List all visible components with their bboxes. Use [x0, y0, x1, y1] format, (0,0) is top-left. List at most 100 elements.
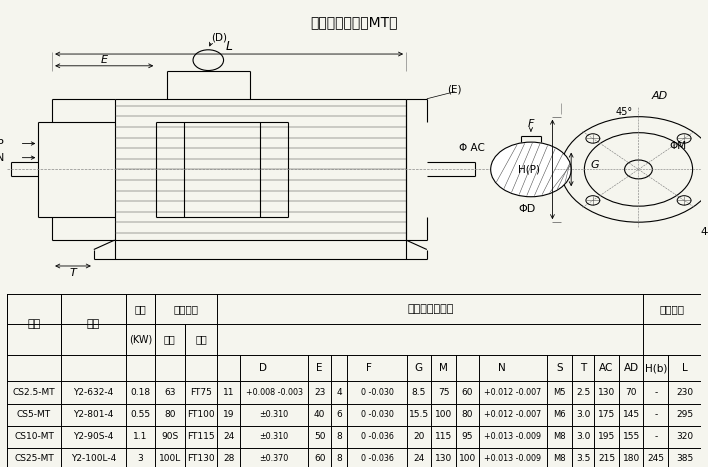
Text: E: E: [101, 55, 108, 64]
Text: 功率: 功率: [135, 304, 147, 314]
Text: CS5-MT: CS5-MT: [17, 410, 51, 419]
Text: +0.012 -0.007: +0.012 -0.007: [484, 388, 542, 397]
Text: 40: 40: [314, 410, 326, 419]
Text: AC: AC: [600, 363, 614, 373]
Text: 凸缘: 凸缘: [195, 334, 207, 345]
Text: 24: 24: [413, 454, 425, 463]
Text: 95: 95: [462, 432, 473, 441]
Circle shape: [491, 142, 571, 197]
Text: 130: 130: [598, 388, 615, 397]
Text: M: M: [439, 363, 448, 373]
Text: 外形特征: 外形特征: [173, 304, 199, 314]
Text: 0 -0.030: 0 -0.030: [360, 388, 394, 397]
Text: 45°: 45°: [616, 107, 633, 117]
Text: M6: M6: [553, 410, 566, 419]
Text: L: L: [226, 41, 233, 53]
Text: 3.5: 3.5: [576, 454, 590, 463]
Text: 80: 80: [164, 410, 176, 419]
Text: 100: 100: [459, 454, 476, 463]
Text: 8.5: 8.5: [412, 388, 426, 397]
Text: 70: 70: [625, 388, 637, 397]
Text: Y2-632-4: Y2-632-4: [74, 388, 114, 397]
Text: 80: 80: [462, 410, 473, 419]
Text: FT115: FT115: [187, 432, 215, 441]
Text: +0.008 -0.003: +0.008 -0.003: [246, 388, 303, 397]
Text: 155: 155: [622, 432, 640, 441]
Text: 2.5: 2.5: [576, 388, 590, 397]
Text: 115: 115: [435, 432, 452, 441]
Text: N: N: [498, 363, 506, 373]
Text: 60: 60: [462, 388, 473, 397]
Text: ±0.310: ±0.310: [260, 432, 289, 441]
Text: 0 -0.030: 0 -0.030: [360, 410, 394, 419]
Text: 100L: 100L: [159, 454, 181, 463]
Text: L: L: [682, 363, 687, 373]
Text: 195: 195: [598, 432, 615, 441]
Text: 4: 4: [336, 388, 342, 397]
Text: (E): (E): [447, 85, 462, 94]
Text: M8: M8: [553, 432, 566, 441]
Text: -: -: [654, 432, 658, 441]
Text: M5: M5: [553, 388, 566, 397]
Text: 23: 23: [314, 388, 326, 397]
Text: 75: 75: [438, 388, 450, 397]
Text: 安装尺寸及公差: 安装尺寸及公差: [407, 304, 454, 314]
Text: 60: 60: [314, 454, 326, 463]
Text: Y2-90S-4: Y2-90S-4: [74, 432, 114, 441]
Text: T: T: [69, 268, 76, 278]
Text: 型号: 型号: [28, 319, 40, 329]
Text: Y2-801-4: Y2-801-4: [74, 410, 114, 419]
Text: ±0.310: ±0.310: [260, 410, 289, 419]
Text: H(b): H(b): [644, 363, 667, 373]
Text: -: -: [654, 388, 658, 397]
Text: S: S: [556, 363, 563, 373]
Text: Φ P: Φ P: [0, 139, 4, 149]
Text: 230: 230: [676, 388, 693, 397]
Text: +0.013 -0.009: +0.013 -0.009: [484, 432, 542, 441]
Text: 19: 19: [223, 410, 234, 419]
Text: 90S: 90S: [161, 432, 178, 441]
Text: CS10-MT: CS10-MT: [14, 432, 54, 441]
Text: 245: 245: [647, 454, 664, 463]
Text: 100: 100: [435, 410, 452, 419]
Text: 电机型号尺寸（MT）: 电机型号尺寸（MT）: [310, 15, 398, 29]
Text: FT100: FT100: [187, 410, 215, 419]
Text: T: T: [580, 363, 586, 373]
Text: FT75: FT75: [190, 388, 212, 397]
Text: 15.5: 15.5: [409, 410, 429, 419]
Text: 385: 385: [676, 454, 693, 463]
Text: H(P): H(P): [518, 164, 540, 175]
Text: FT130: FT130: [187, 454, 215, 463]
Text: 24: 24: [223, 432, 234, 441]
Text: 0 -0.036: 0 -0.036: [360, 454, 394, 463]
Text: 0.55: 0.55: [130, 410, 151, 419]
Text: 6: 6: [336, 410, 342, 419]
Text: M8: M8: [553, 454, 566, 463]
Text: 63: 63: [164, 388, 176, 397]
Text: ±0.370: ±0.370: [260, 454, 289, 463]
Text: AD: AD: [651, 92, 668, 101]
Text: +0.013 -0.009: +0.013 -0.009: [484, 454, 542, 463]
Text: 320: 320: [676, 432, 693, 441]
Text: 3.0: 3.0: [576, 410, 590, 419]
Text: 130: 130: [435, 454, 452, 463]
Text: 20: 20: [413, 432, 425, 441]
Text: G: G: [590, 160, 599, 170]
Text: 295: 295: [676, 410, 693, 419]
Text: 28: 28: [223, 454, 234, 463]
Text: E: E: [316, 363, 323, 373]
Text: +0.012 -0.007: +0.012 -0.007: [484, 410, 542, 419]
Text: 外观尺寸: 外观尺寸: [660, 304, 685, 314]
Text: 4-S: 4-S: [701, 226, 708, 237]
Text: F: F: [366, 363, 372, 373]
Text: G: G: [415, 363, 423, 373]
Text: AD: AD: [624, 363, 639, 373]
Text: 145: 145: [622, 410, 640, 419]
Text: Y2-100L-4: Y2-100L-4: [71, 454, 116, 463]
Text: CS2.5-MT: CS2.5-MT: [13, 388, 55, 397]
Text: 0 -0.036: 0 -0.036: [360, 432, 394, 441]
Text: F: F: [527, 119, 534, 129]
Text: 1.1: 1.1: [133, 432, 148, 441]
Text: (D): (D): [211, 33, 227, 42]
Text: 215: 215: [598, 454, 615, 463]
